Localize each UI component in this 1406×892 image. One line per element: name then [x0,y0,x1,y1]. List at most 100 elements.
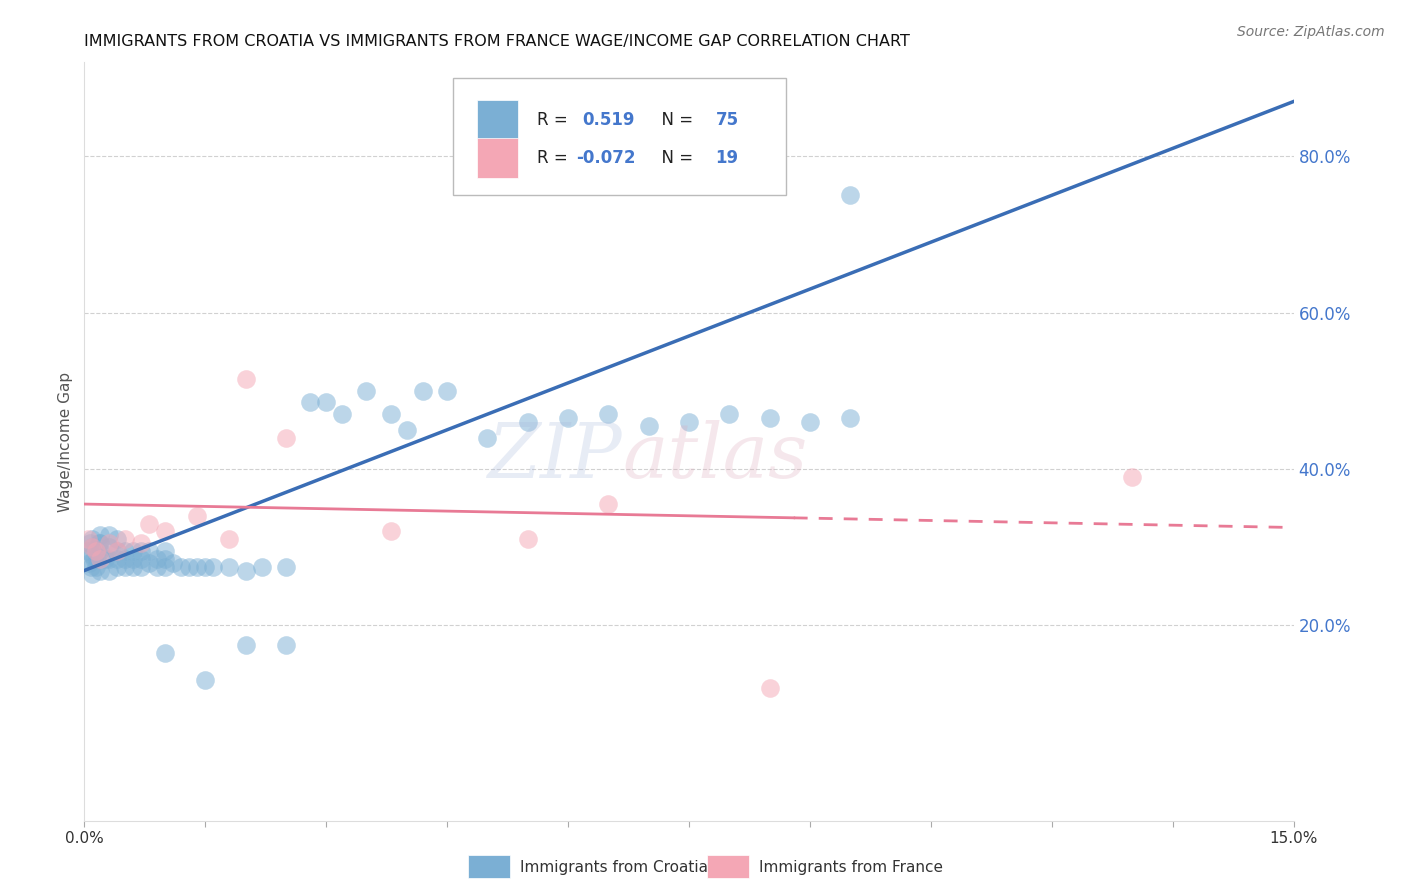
Point [97,551,120,566]
Point [235,638,257,652]
Point [218,559,240,574]
Point [477,431,499,445]
Point [516,533,538,547]
Point [138,556,160,570]
Point [89,564,111,578]
Point [516,415,538,429]
Point [146,559,169,574]
Bar [478,100,519,140]
Point [758,681,780,695]
Text: Immigrants from Croatia: Immigrants from Croatia [520,860,709,874]
Text: N =: N = [651,149,699,167]
Point [84,559,107,574]
Point [105,544,128,558]
Point [82,540,104,554]
Point [170,559,193,574]
Text: Immigrants from France: Immigrants from France [759,860,943,874]
Text: ZIP: ZIP [488,420,623,493]
Point [97,528,120,542]
Y-axis label: Wage/Income Gap: Wage/Income Gap [58,371,73,512]
Point [86,544,108,558]
Point [799,415,821,429]
Point [202,559,225,574]
Point [89,528,111,542]
Point [299,395,322,409]
Point [77,556,100,570]
Point [598,497,620,511]
Text: R =: R = [537,112,572,129]
Point [194,559,217,574]
Point [637,418,659,433]
Point [83,551,105,566]
Point [235,564,257,578]
Point [356,384,378,398]
Bar [707,855,749,878]
Point [77,544,100,558]
Point [93,551,115,566]
Point [412,384,434,398]
Point [121,544,143,558]
Point [153,559,176,574]
Point [179,559,201,574]
Point [330,407,353,421]
Point [598,407,620,421]
Text: 19: 19 [716,149,738,167]
Point [153,646,176,660]
Point [436,384,458,398]
Point [153,544,176,558]
Point [129,544,152,558]
Point [89,544,111,558]
Point [194,673,217,687]
Bar [468,855,510,878]
Text: 75: 75 [716,112,738,129]
Point [380,524,402,539]
Point [129,551,152,566]
Point [87,536,110,550]
Point [82,567,104,582]
Point [839,411,862,425]
Point [129,536,152,550]
Point [82,540,104,554]
Point [138,516,160,531]
Text: N =: N = [651,112,699,129]
Point [235,372,257,386]
Point [114,544,136,558]
Point [105,559,128,574]
Point [557,411,579,425]
Point [1121,469,1143,483]
Point [97,540,120,554]
Point [97,564,120,578]
Point [153,551,176,566]
Point [678,415,700,429]
Point [186,559,208,574]
Point [80,559,103,574]
Point [89,536,111,550]
Point [186,508,208,523]
Point [315,395,337,409]
Text: IMMIGRANTS FROM CROATIA VS IMMIGRANTS FROM FRANCE WAGE/INCOME GAP CORRELATION CH: IMMIGRANTS FROM CROATIA VS IMMIGRANTS FR… [84,34,910,49]
Point [105,544,128,558]
Text: 0.519: 0.519 [582,112,636,129]
Point [218,533,240,547]
Point [129,559,152,574]
Point [114,559,136,574]
Point [105,533,128,547]
Text: Source: ZipAtlas.com: Source: ZipAtlas.com [1237,25,1385,39]
Point [114,551,136,566]
Point [153,524,176,539]
Point [274,638,297,652]
Point [121,551,143,566]
Point [274,431,297,445]
Text: -0.072: -0.072 [576,149,636,167]
Text: R =: R = [537,149,572,167]
Point [758,411,780,425]
Point [162,556,184,570]
Point [82,533,104,547]
FancyBboxPatch shape [453,78,786,195]
Point [250,559,273,574]
Point [114,533,136,547]
Text: atlas: atlas [623,420,808,493]
Point [718,407,741,421]
Point [146,551,169,566]
Point [105,551,128,566]
